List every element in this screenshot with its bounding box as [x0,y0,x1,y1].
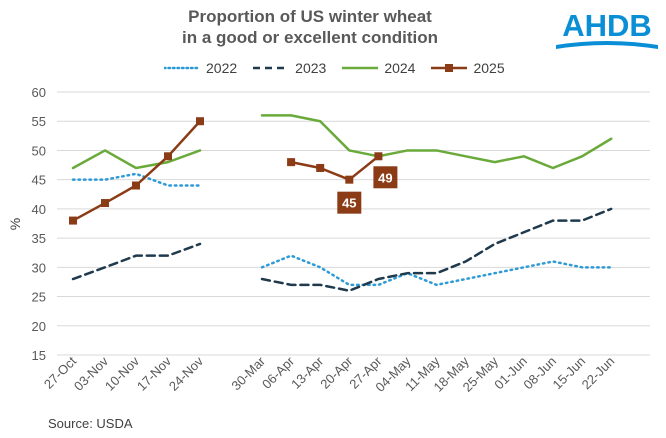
x-tick-label-30-Mar: 30-Mar [228,353,268,393]
y-tick-label-50: 50 [32,143,46,158]
data-point-2025-06-Apr [287,158,296,167]
series-line-2025-segment-2 [289,155,380,181]
chart-title: Proportion of US winter wheat in a good … [120,6,500,48]
chart-legend: 2022 2023 2024 2025 [164,58,521,78]
x-tick-label-22-Jun: 22-Jun [579,354,618,393]
series-line-2022-segment-2 [260,254,613,287]
chart-title-line-1: Proportion of US winter wheat [188,7,432,26]
x-tick-label-24-Nov: 24-Nov [166,353,207,394]
legend-label-2025: 2025 [473,60,505,76]
series-line-2024-segment-1 [71,149,202,170]
legend-swatch-2024 [342,66,379,70]
y-tick-label-45: 45 [32,173,46,188]
data-point-2025-27-Apr [374,152,383,161]
logo-wordmark: AHDB [562,8,652,43]
y-tick-label-25: 25 [32,290,46,305]
legend-swatch-2023 [253,66,290,70]
series-line-2023-segment-1 [71,242,202,281]
y-tick-label-60: 60 [32,85,46,100]
legend-label-2024: 2024 [384,60,416,76]
series-line-2025-segment-1 [71,119,202,222]
data-label-20-Apr: 45 [342,196,356,211]
data-label-27-Apr: 49 [378,170,392,185]
y-axis-label: % [7,218,23,230]
data-point-2025-03-Nov [101,199,109,208]
data-point-2025-13-Apr [316,163,325,172]
data-point-2025-10-Nov [132,181,140,190]
x-tick-label-17-Nov: 17-Nov [134,353,175,394]
data-point-2025-24-Nov [196,117,204,126]
legend-swatch-2022 [164,66,200,70]
series-line-2022-segment-1 [71,172,202,187]
legend-swatch-2025 [431,64,468,72]
legend-label-2022: 2022 [206,60,238,76]
legend-item-2024: 2024 [342,60,415,76]
y-tick-label-40: 40 [32,202,46,217]
data-point-2025-27-Oct [69,216,77,225]
data-point-2025-20-Apr [345,175,354,184]
chart-title-line-2: in a good or excellent condition [182,28,438,47]
ahdb-logo-graphic: AHDB [556,8,658,49]
legend-item-2023: 2023 [253,60,326,76]
series-line-2023-segment-2 [260,207,613,292]
y-tick-label-20: 20 [32,319,46,334]
data-point-2025-17-Nov [164,152,172,161]
ahdb-logo: AHDB [552,4,662,52]
legend-label-2023: 2023 [295,60,327,76]
source-note: Source: USDA [48,416,133,431]
y-tick-label-35: 35 [32,231,46,246]
legend-item-2025: 2025 [431,60,505,76]
x-tick-label-10-Nov: 10-Nov [102,353,143,394]
logo-swoosh [556,41,658,49]
series-line-2024-segment-2 [260,114,613,170]
data-label-box-27-Apr [373,166,398,189]
y-tick-label-15: 15 [32,348,46,363]
y-tick-label-55: 55 [32,114,46,129]
data-label-box-20-Apr [337,191,362,214]
legend-item-2022: 2022 [164,60,237,76]
y-tick-label-30: 30 [32,260,46,275]
